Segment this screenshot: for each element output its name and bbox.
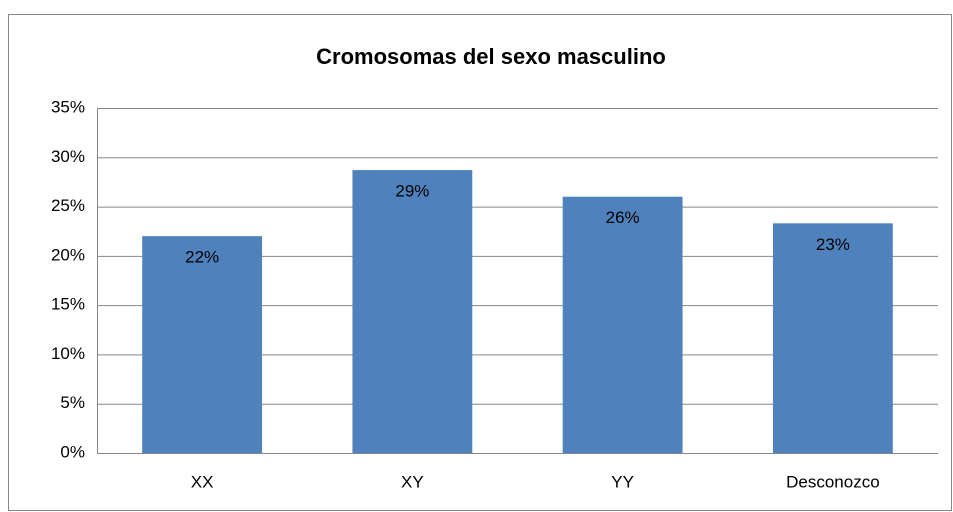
x-tick-label: XY — [401, 472, 424, 491]
y-tick-label: 25% — [51, 196, 85, 215]
y-tick-label: 10% — [51, 344, 85, 363]
y-tick-label: 5% — [60, 393, 85, 412]
bar — [352, 170, 473, 453]
y-tick-label: 20% — [51, 245, 85, 264]
data-label: 22% — [185, 248, 219, 267]
y-tick-label: 35% — [51, 97, 85, 116]
data-label: 29% — [395, 182, 429, 201]
x-tick-label: Desconozco — [786, 472, 880, 491]
bar — [142, 236, 263, 453]
y-tick-label: 0% — [60, 442, 85, 461]
data-label: 23% — [816, 235, 850, 254]
bar — [772, 223, 893, 453]
x-tick-label: YY — [611, 472, 634, 491]
y-tick-label: 15% — [51, 295, 85, 314]
data-label: 26% — [606, 208, 640, 227]
bar — [562, 196, 683, 453]
y-tick-label: 30% — [51, 147, 85, 166]
x-tick-label: XX — [191, 472, 214, 491]
chart-title: Cromosomas del sexo masculino — [316, 44, 666, 69]
